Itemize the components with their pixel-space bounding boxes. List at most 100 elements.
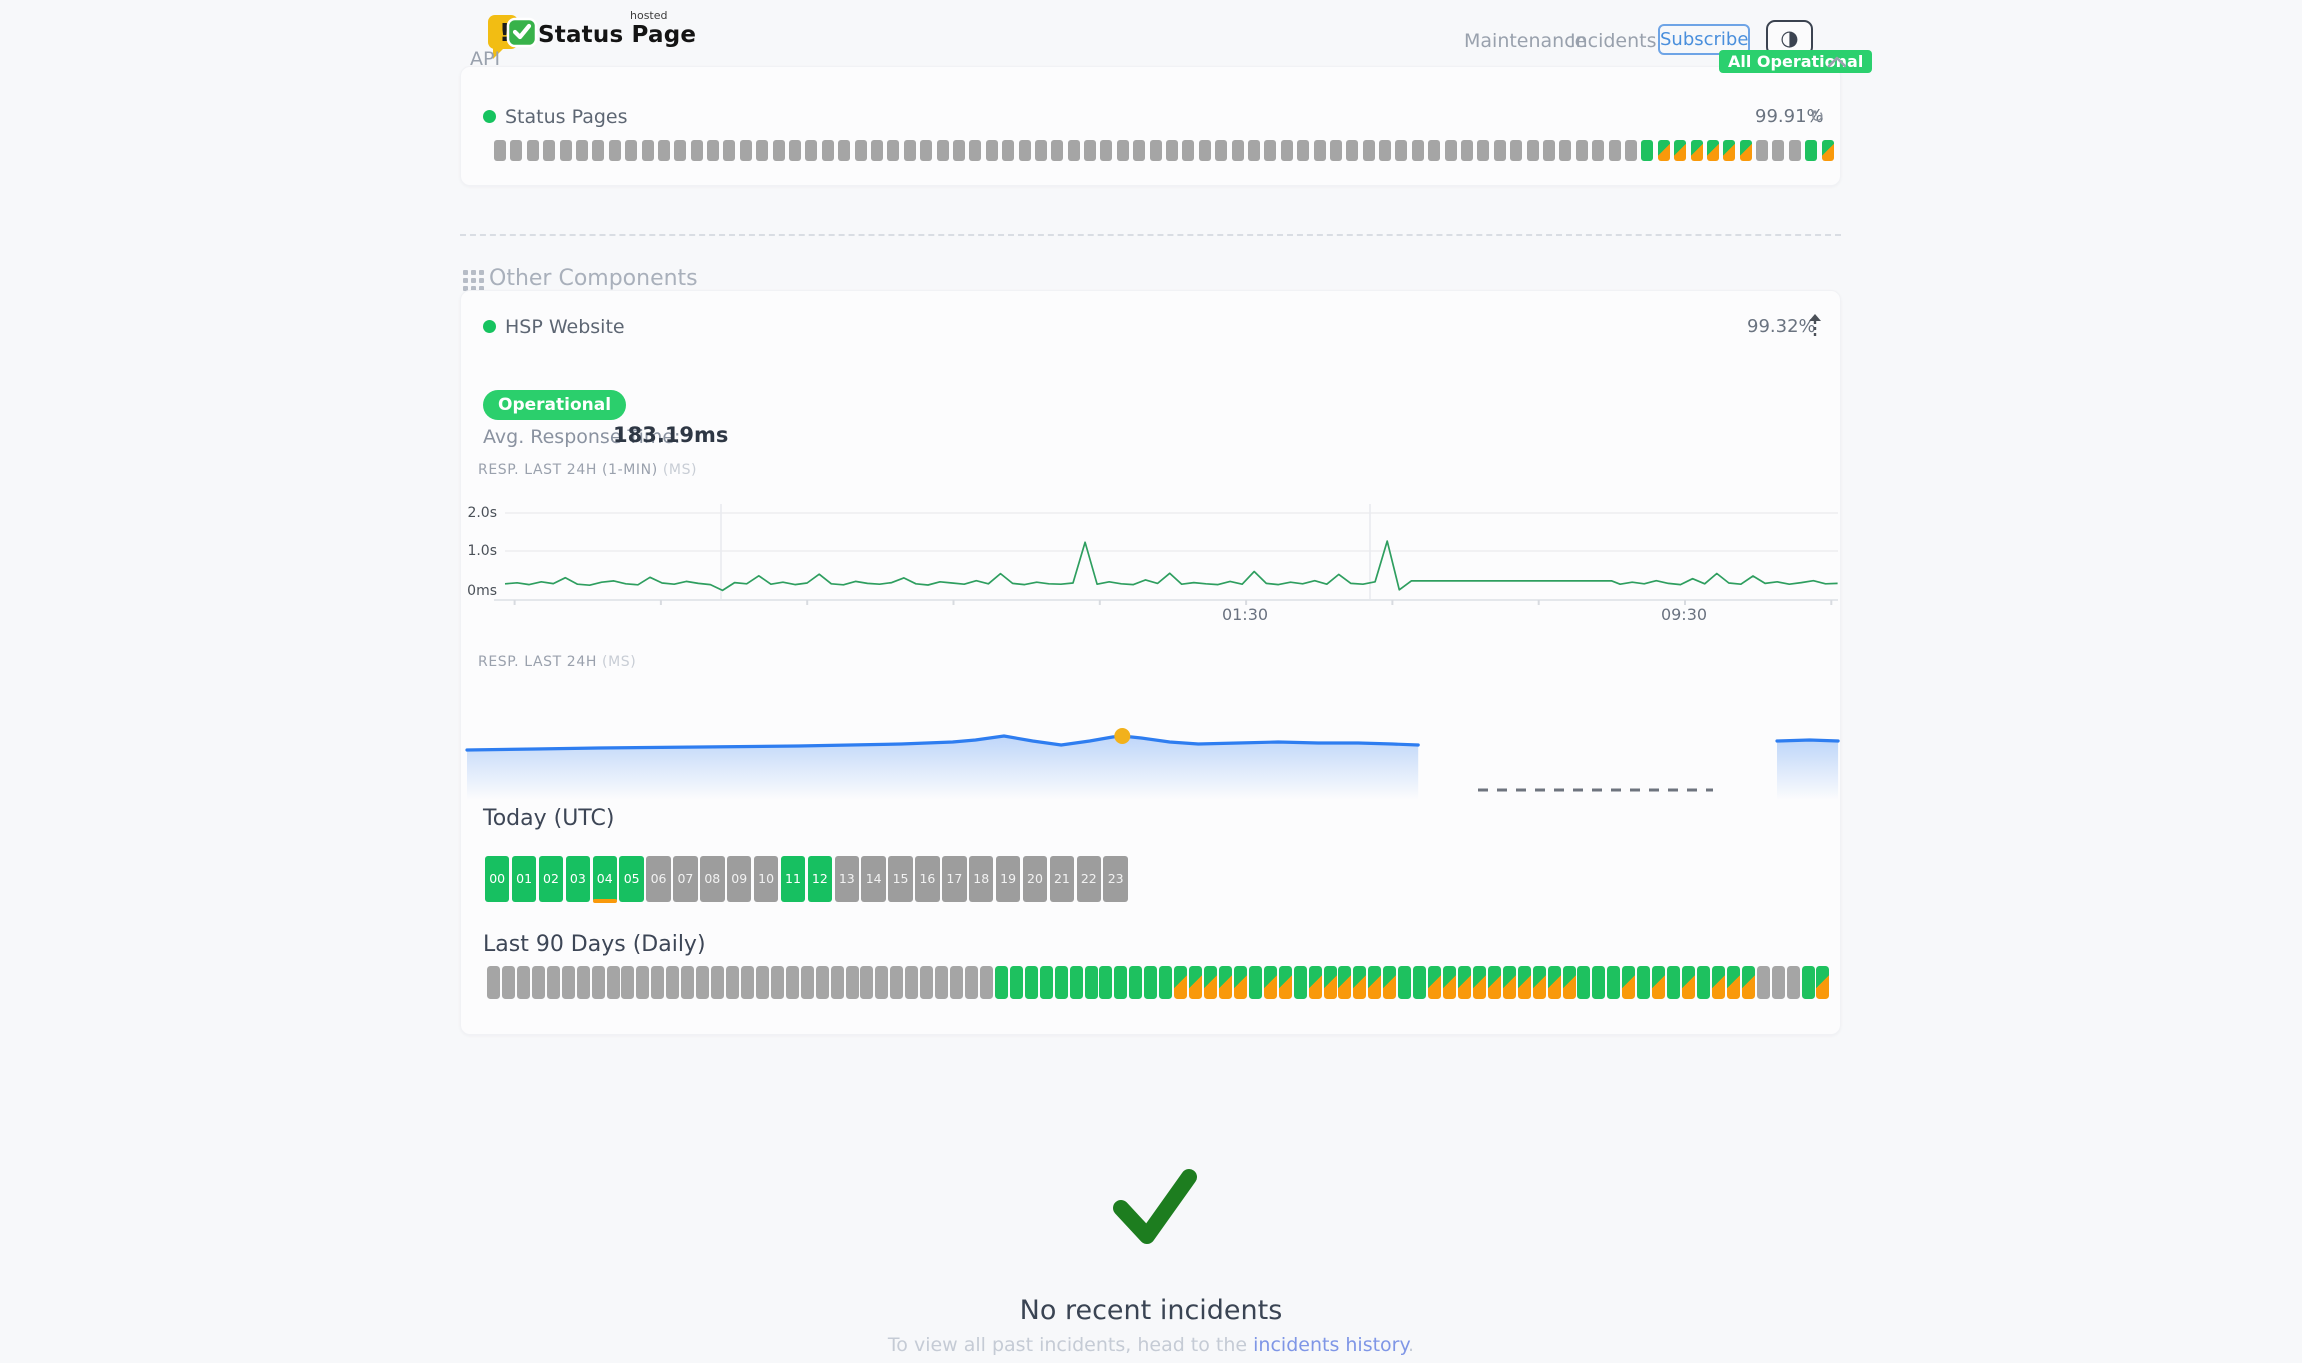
uptime-bar bbox=[1637, 966, 1651, 999]
hour-block-21: 21 bbox=[1049, 856, 1075, 902]
uptime-bar bbox=[1624, 140, 1637, 161]
hour-label: 18 bbox=[973, 871, 990, 886]
hour-block-18: 18 bbox=[969, 856, 994, 902]
nav-incidents-link[interactable]: Incidents bbox=[1570, 30, 1657, 52]
resp-24h-caption-unit: (MS) bbox=[602, 654, 637, 670]
uptime-bar bbox=[1696, 966, 1710, 999]
chevron-up-icon[interactable] bbox=[1826, 54, 1848, 70]
uptime-bar bbox=[887, 140, 900, 161]
uptime-bar bbox=[1174, 966, 1188, 999]
uptime-bar bbox=[1398, 966, 1412, 999]
theme-toggle-icon: ◑ bbox=[1780, 26, 1799, 50]
uptime-bar bbox=[1149, 140, 1162, 161]
uptime-bar bbox=[1362, 140, 1375, 161]
uptime-bar bbox=[666, 966, 680, 999]
uptime-bar bbox=[1395, 140, 1408, 161]
uptime-bar bbox=[1682, 966, 1695, 999]
hour-block-10: 10 bbox=[753, 856, 779, 902]
uptime-bar bbox=[870, 140, 883, 161]
hour-block-17: 17 bbox=[942, 856, 967, 902]
hour-block-00: 00 bbox=[485, 856, 510, 902]
uptime-bar bbox=[785, 966, 799, 999]
uptime-bar bbox=[1723, 140, 1736, 161]
uptime-bar bbox=[985, 140, 998, 161]
today-title: Today (UTC) bbox=[483, 806, 615, 831]
hour-block-15: 15 bbox=[888, 856, 913, 902]
last90-title: Last 90 Days (Daily) bbox=[483, 932, 706, 957]
uptime-bar bbox=[815, 966, 829, 999]
uptime-bar bbox=[1457, 966, 1471, 999]
uptime-bar bbox=[494, 140, 506, 161]
x-axis-tick: 01:30 bbox=[1221, 605, 1269, 624]
uptime-bar bbox=[1133, 140, 1146, 161]
uptime-bar bbox=[1368, 966, 1382, 999]
hour-block-08: 08 bbox=[700, 856, 725, 902]
uptime-bar bbox=[1493, 140, 1506, 161]
uptime-bar bbox=[1577, 966, 1591, 999]
uptime-bar bbox=[1293, 966, 1307, 999]
uptime-bar bbox=[1461, 140, 1474, 161]
nav-maintenance-link[interactable]: Maintenance bbox=[1464, 30, 1587, 52]
uptime-bar bbox=[1039, 966, 1053, 999]
other-components-title: Other Components bbox=[489, 266, 698, 291]
uptime-bar bbox=[1801, 966, 1815, 999]
arrow-up-icon bbox=[1809, 314, 1821, 336]
uptime-bar bbox=[830, 966, 844, 999]
uptime-bar bbox=[1510, 140, 1523, 161]
uptime-bar bbox=[651, 966, 665, 999]
hour-block-12: 12 bbox=[807, 856, 833, 902]
uptime-bar bbox=[1204, 966, 1217, 999]
uptime-bar bbox=[1067, 140, 1080, 161]
hour-label: 14 bbox=[865, 871, 882, 886]
uptime-bar bbox=[526, 140, 539, 161]
uptime-bar bbox=[1592, 966, 1606, 999]
uptime-bar bbox=[1559, 140, 1572, 161]
uptime-bar bbox=[1821, 140, 1834, 161]
api-card bbox=[460, 66, 1841, 186]
hour-block-04: 04 bbox=[592, 856, 617, 903]
uptime-bar bbox=[1215, 140, 1228, 161]
y-axis-tick: 1.0s bbox=[467, 543, 497, 559]
uptime-bar bbox=[1231, 140, 1244, 161]
uptime-bar bbox=[755, 966, 769, 999]
uptime-bar bbox=[1233, 966, 1247, 999]
hour-label: 04 bbox=[596, 871, 613, 886]
overall-status-badge[interactable]: All Operational bbox=[1719, 50, 1873, 73]
uptime-bar bbox=[875, 966, 889, 999]
uptime-bar bbox=[1248, 966, 1262, 999]
uptime-bar bbox=[1329, 140, 1342, 161]
uptime-bar bbox=[1487, 966, 1501, 999]
uptime-bar bbox=[1323, 966, 1337, 999]
uptime-bar bbox=[1144, 966, 1158, 999]
uptime-bar bbox=[1543, 140, 1555, 161]
uptime-bar bbox=[903, 140, 916, 161]
uptime-bar bbox=[1002, 140, 1015, 161]
uptime-bar bbox=[935, 966, 949, 999]
uptime-bar bbox=[621, 966, 635, 999]
uptime-bar bbox=[696, 966, 710, 999]
uptime-bar bbox=[1772, 140, 1785, 161]
uptime-bar bbox=[592, 140, 605, 161]
uptime-bar bbox=[1383, 966, 1397, 999]
uptime-bar bbox=[1622, 966, 1636, 999]
uptime-bar bbox=[559, 140, 572, 161]
hour-label: 17 bbox=[946, 871, 963, 886]
uptime-bar bbox=[1069, 966, 1083, 999]
uptime-bar bbox=[1054, 966, 1068, 999]
subscribe-button[interactable]: Subscribe bbox=[1658, 24, 1750, 55]
components-card bbox=[460, 290, 1841, 1035]
hour-label: 07 bbox=[677, 871, 694, 886]
uptime-bar bbox=[789, 140, 802, 161]
uptime-bar bbox=[1024, 966, 1038, 999]
uptime-bar bbox=[1547, 966, 1561, 999]
uptime-bars-90d bbox=[487, 966, 1830, 999]
uptime-bar bbox=[690, 140, 703, 161]
uptime-percentage: 99.91% bbox=[1755, 106, 1824, 127]
refresh-icon[interactable]: ↻ bbox=[1810, 107, 1825, 127]
hour-label: 13 bbox=[838, 871, 855, 886]
uptime-bar bbox=[772, 140, 785, 161]
incidents-history-link[interactable]: incidents history bbox=[1253, 1334, 1409, 1356]
uptime-bar bbox=[1099, 966, 1113, 999]
uptime-bar bbox=[1444, 140, 1457, 161]
